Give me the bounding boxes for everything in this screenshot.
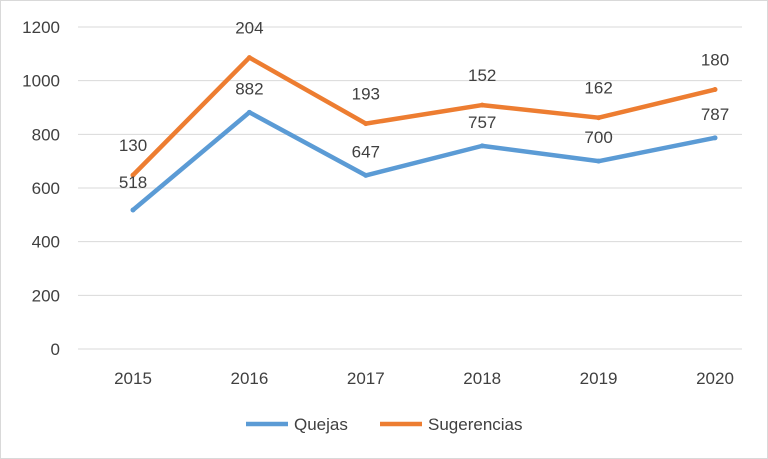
data-point-quejas	[712, 135, 718, 141]
y-tick-label: 800	[32, 125, 60, 144]
y-tick-label: 1200	[22, 18, 60, 37]
data-point-quejas	[130, 207, 136, 213]
y-axis: 0 200 400 600 800 1000 1200	[22, 18, 60, 359]
x-tick-label: 2016	[230, 369, 268, 388]
data-point-quejas	[479, 143, 485, 149]
y-tick-label: 200	[32, 286, 60, 305]
data-label-quejas: 757	[468, 113, 496, 132]
y-tick-label: 600	[32, 179, 60, 198]
data-point-sugerencias	[130, 172, 136, 178]
data-labels: 518 882 647 757 700 787 130 204 193 152 162 180	[119, 19, 729, 192]
legend-label-sugerencias: Sugerencias	[428, 415, 523, 434]
data-label-sugerencias: 152	[468, 66, 496, 85]
data-label-sugerencias: 162	[584, 79, 612, 98]
y-tick-label: 1000	[22, 72, 60, 91]
series-lines	[130, 55, 718, 213]
gridlines	[78, 26, 742, 350]
x-tick-label: 2017	[347, 369, 385, 388]
y-tick-label: 0	[51, 340, 60, 359]
legend-label-quejas: Quejas	[294, 415, 348, 434]
data-label-quejas: 518	[119, 173, 147, 192]
x-tick-label: 2019	[580, 369, 618, 388]
data-point-sugerencias	[596, 115, 602, 121]
y-tick-label: 400	[32, 233, 60, 252]
x-tick-label: 2015	[114, 369, 152, 388]
data-label-quejas: 700	[584, 128, 612, 147]
data-label-quejas: 882	[235, 79, 263, 98]
data-point-sugerencias	[712, 87, 718, 93]
data-point-sugerencias	[479, 102, 485, 108]
data-point-sugerencias	[246, 55, 252, 61]
data-label-sugerencias: 193	[352, 85, 380, 104]
x-tick-label: 2018	[463, 369, 501, 388]
data-label-sugerencias: 180	[701, 51, 729, 70]
x-axis: 2015 2016 2017 2018 2019 2020	[114, 369, 734, 388]
data-point-quejas	[246, 109, 252, 115]
x-tick-label: 2020	[696, 369, 734, 388]
data-label-sugerencias: 204	[235, 19, 263, 38]
series-line-quejas	[130, 110, 718, 213]
legend: Quejas Sugerencias	[246, 415, 523, 434]
data-label-quejas: 647	[352, 142, 380, 161]
data-point-sugerencias	[363, 121, 369, 127]
data-label-sugerencias: 130	[119, 136, 147, 155]
data-point-quejas	[596, 158, 602, 164]
data-point-quejas	[363, 172, 369, 178]
data-label-quejas: 787	[701, 105, 729, 124]
series-line-sugerencias	[130, 55, 718, 178]
